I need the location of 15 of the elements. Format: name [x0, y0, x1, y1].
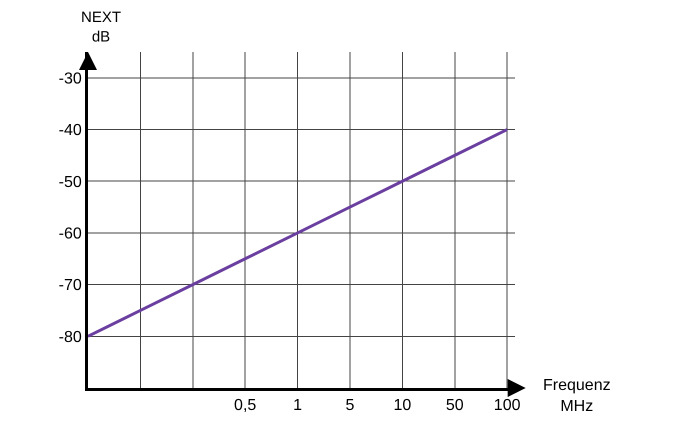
y-tick-label: -60 — [58, 226, 82, 243]
y-tick-label: -40 — [58, 122, 82, 140]
y-tick-label: -50 — [58, 174, 82, 191]
x-tick-label: 0,5 — [234, 397, 256, 414]
y-tick-label: -80 — [58, 328, 82, 346]
x-tick-label: 1 — [293, 397, 302, 414]
x-tick-label: 5 — [346, 397, 355, 414]
x-tick-label: 50 — [446, 397, 464, 414]
y-tick-label: -70 — [58, 277, 82, 294]
line-series — [88, 128, 509, 338]
y-axis-title: NEXT dB — [81, 9, 122, 46]
y-tick-label: -30 — [58, 70, 82, 88]
x-tick-label: 100 — [494, 397, 521, 414]
x-axis-title: Frequenz MHz — [543, 377, 611, 415]
x-tick-label: 10 — [393, 397, 412, 414]
